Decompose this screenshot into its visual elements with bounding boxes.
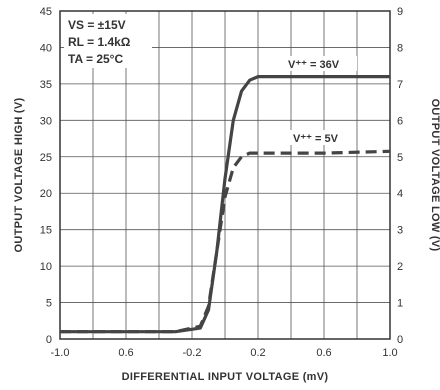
x-tick-labels: -1.0 0.6 -0.2 0.2 0.6 1.0 [51, 347, 398, 359]
x-tick-label: -1.0 [51, 347, 70, 359]
x-tick-label: -0.2 [183, 347, 202, 359]
x-tick-label: 0.6 [118, 347, 133, 359]
y-left-tick-label: 40 [40, 42, 52, 54]
y-right-tick-label: 0 [397, 334, 403, 346]
y-right-tick-label: 7 [397, 79, 403, 91]
y-right-tick-label: 6 [397, 115, 403, 127]
y-left-tick-label: 35 [40, 79, 52, 91]
y-left-tick-label: 30 [40, 115, 52, 127]
y-right-tick-label: 5 [397, 152, 403, 164]
y-right-tick-label: 9 [397, 6, 403, 18]
plot-frame [59, 10, 391, 340]
series-layer [60, 74, 391, 334]
y-left-axis-title: OUTPUT VOLTAGE HIGH (V) [13, 97, 25, 252]
series-line-36v [60, 74, 390, 334]
y-left-tick-label: 20 [40, 188, 52, 200]
y-right-axis-title: OUTPUT VOLTAGE LOW (V) [429, 99, 440, 252]
y-left-tick-label: 5 [46, 298, 52, 310]
y-left-tick-label: 45 [40, 6, 52, 18]
condition-rl: RL = 1.4kΩ [68, 35, 131, 49]
y-right-tick-label: 4 [397, 188, 403, 200]
x-axis-title: DIFFERENTIAL INPUT VOLTAGE (mV) [122, 371, 329, 383]
x-tick-label: 0.6 [316, 347, 331, 359]
y-left-tick-label: 15 [40, 225, 52, 237]
label-5v-bg [290, 130, 352, 145]
series-label-36v: V⁺⁺ = 36V [288, 59, 340, 71]
x-tick-label: 1.0 [382, 347, 397, 359]
y-left-tick-label: 10 [40, 261, 52, 273]
condition-vs: VS = ±15V [68, 18, 126, 32]
series-line-5v [60, 149, 391, 334]
condition-ta: TA = 25°C [68, 52, 123, 66]
y-left-tick-label: 0 [46, 334, 52, 346]
y-right-tick-labels: 0 1 2 3 4 5 6 7 8 9 [397, 6, 403, 346]
y-right-tick-label: 8 [397, 42, 403, 54]
y-left-tick-labels: 0 5 10 15 20 25 30 35 40 45 [40, 6, 52, 346]
conditions-box [64, 14, 152, 68]
y-right-tick-label: 3 [397, 225, 403, 237]
y-left-tick-label: 25 [40, 152, 52, 164]
x-tick-label: 0.2 [250, 347, 265, 359]
y-right-tick-label: 2 [397, 261, 403, 273]
label-36v-bg [285, 56, 357, 71]
series-label-5v: V⁺⁺ = 5V [293, 133, 339, 145]
y-right-tick-label: 1 [397, 298, 403, 310]
